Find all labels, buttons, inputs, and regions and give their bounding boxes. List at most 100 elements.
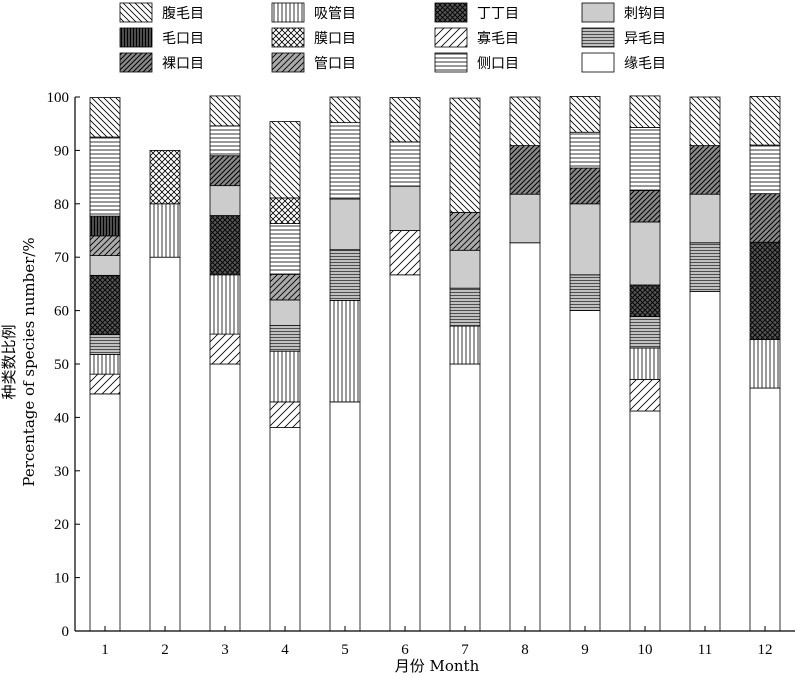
bar-segment-8-缘毛目 xyxy=(509,242,541,632)
bar-segment-1-刺钩目 xyxy=(89,255,121,276)
bar-segment-10-寡毛目 xyxy=(629,379,661,412)
bar-segment-2-吸管目 xyxy=(149,203,181,258)
bar-segment-11-腹毛目 xyxy=(689,96,721,146)
bar-segment-12-腹毛目 xyxy=(749,96,781,146)
bar-segment-3-刺钩目 xyxy=(209,185,241,216)
bar-segment-7-异毛目 xyxy=(449,287,481,327)
bar-area xyxy=(89,95,781,632)
bar-segment-1-腹毛目 xyxy=(89,97,121,138)
bar-segment-2-缘毛目 xyxy=(149,256,181,632)
bar-segment-12-裸口目 xyxy=(749,193,781,243)
bar-segment-7-管口目 xyxy=(449,211,481,251)
bar-segment-11-裸口目 xyxy=(689,145,721,195)
y-tick-label: 60 xyxy=(54,304,69,320)
bar-segment-12-丁丁目 xyxy=(749,241,781,340)
bar-segment-12-缘毛目 xyxy=(749,387,781,632)
y-tick-label: 40 xyxy=(54,410,69,426)
x-tick-label: 8 xyxy=(521,642,529,658)
bar-segment-9-异毛目 xyxy=(569,274,601,311)
bar-segment-9-裸口目 xyxy=(569,167,601,205)
y-tick-label: 70 xyxy=(54,250,69,266)
x-tick-label: 1 xyxy=(101,642,109,658)
x-tick-label: 7 xyxy=(461,642,469,658)
legend-swatch-丁丁目 xyxy=(434,2,468,23)
legend-swatch-刺钩目 xyxy=(581,2,615,23)
x-tick-label: 9 xyxy=(581,642,589,658)
bar-segment-4-异毛目 xyxy=(269,325,301,352)
bar-segment-10-丁丁目 xyxy=(629,284,661,317)
bar-segment-3-裸口目 xyxy=(209,155,241,187)
bar-segment-3-吸管目 xyxy=(209,274,241,335)
y-tick-label: 10 xyxy=(54,571,69,587)
bar-segment-4-吸管目 xyxy=(269,350,301,403)
legend-swatch-吸管目 xyxy=(271,2,305,23)
bar-segment-1-异毛目 xyxy=(89,334,121,355)
bar-segment-5-侧口目 xyxy=(329,122,361,200)
legend-label-裸口目: 裸口目 xyxy=(162,56,204,72)
bar-segment-5-缘毛目 xyxy=(329,401,361,632)
bar-segment-6-腹毛目 xyxy=(389,97,421,143)
legend-label-缘毛目: 缘毛目 xyxy=(624,56,666,72)
y-axis-title-cn: 种类数比例 xyxy=(0,324,18,399)
bar-segment-7-吸管目 xyxy=(449,325,481,365)
legend-swatch-膜口目 xyxy=(271,27,305,48)
x-tick-label: 3 xyxy=(221,642,229,658)
bar-segment-5-腹毛目 xyxy=(329,96,361,124)
legend-swatch-裸口目 xyxy=(119,52,153,73)
bar-segment-6-侧口目 xyxy=(389,141,421,187)
bar-segment-5-异毛目 xyxy=(329,249,361,301)
bar-segment-1-缘毛目 xyxy=(89,393,121,632)
bar-segment-5-刺钩目 xyxy=(329,198,361,251)
bar-segment-4-缘毛目 xyxy=(269,427,301,632)
legend-swatch-寡毛目 xyxy=(434,27,468,48)
bar-segment-11-异毛目 xyxy=(689,242,721,292)
x-tick-label: 4 xyxy=(281,642,289,658)
y-tick-label: 20 xyxy=(54,517,69,533)
legend-label-寡毛目: 寡毛目 xyxy=(477,30,519,47)
bar-segment-1-寡毛目 xyxy=(89,373,121,395)
x-tick-label: 6 xyxy=(401,642,409,658)
bar-segment-1-吸管目 xyxy=(89,353,121,375)
y-axis-title-en: Percentage of species number/% xyxy=(20,237,38,486)
y-tick-label: 50 xyxy=(54,357,69,373)
y-tick-label: 0 xyxy=(62,624,70,640)
y-tick-label: 30 xyxy=(54,464,69,480)
legend-label-膜口目: 膜口目 xyxy=(314,31,356,47)
x-tick-label: 11 xyxy=(698,642,712,658)
bar-segment-11-刺钩目 xyxy=(689,193,721,244)
bar-segment-6-刺钩目 xyxy=(389,185,421,231)
x-tick-label: 10 xyxy=(638,642,653,658)
legend-label-刺钩目: 刺钩目 xyxy=(624,6,666,22)
bar-segment-10-裸口目 xyxy=(629,190,661,223)
bar-segment-12-侧口目 xyxy=(749,144,781,195)
bar-segment-9-缘毛目 xyxy=(569,310,601,632)
bar-segment-6-缘毛目 xyxy=(389,274,421,632)
bar-segment-12-吸管目 xyxy=(749,339,781,389)
bar-segment-5-吸管目 xyxy=(329,300,361,403)
bar-segment-1-丁丁目 xyxy=(89,274,121,336)
legend-label-腹毛目: 腹毛目 xyxy=(162,5,204,22)
bar-segment-3-腹毛目 xyxy=(209,95,241,127)
bar-segment-10-侧口目 xyxy=(629,127,661,191)
legend-label-异毛目: 异毛目 xyxy=(624,31,666,47)
bar-segment-8-裸口目 xyxy=(509,145,541,195)
bar-segment-9-腹毛目 xyxy=(569,96,601,133)
x-tick-label: 12 xyxy=(758,642,773,658)
bar-segment-3-寡毛目 xyxy=(209,333,241,365)
x-axis-title: 月份 Month xyxy=(395,657,480,675)
bar-segment-9-刺钩目 xyxy=(569,203,601,276)
bar-segment-3-缘毛目 xyxy=(209,363,241,632)
legend-swatch-缘毛目 xyxy=(581,52,615,73)
bar-segment-7-刺钩目 xyxy=(449,249,481,289)
legend-label-丁丁目: 丁丁目 xyxy=(477,6,519,22)
bar-segment-10-刺钩目 xyxy=(629,221,661,286)
bar-segment-7-缘毛目 xyxy=(449,363,481,632)
bar-segment-9-侧口目 xyxy=(569,131,601,169)
legend-label-侧口目: 侧口目 xyxy=(477,56,519,72)
legend-swatch-侧口目 xyxy=(434,52,468,73)
bar-segment-3-侧口目 xyxy=(209,125,241,157)
x-tick-label: 5 xyxy=(341,642,349,658)
